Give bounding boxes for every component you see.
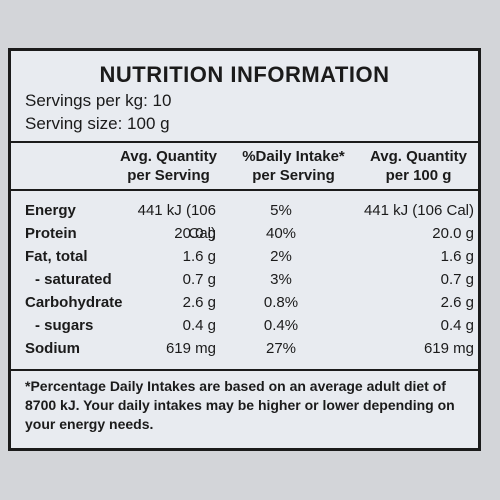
- value-daily-intake: 0.8%: [263, 294, 299, 311]
- table-row: Fat, total 1.6 g 2% 1.6 g: [11, 245, 478, 268]
- value-per-serving: 619 mg: [165, 340, 216, 357]
- table-row: - sugars 0.4 g 0.4% 0.4 g: [11, 314, 478, 337]
- value-per-100g: 0.7 g: [440, 271, 474, 288]
- daily-intake-footnote: *Percentage Daily Intakes are based on a…: [25, 378, 455, 432]
- nutrient-name: Carbohydrate: [25, 294, 123, 311]
- table-row: Carbohydrate 2.6 g 0.8% 2.6 g: [11, 291, 478, 314]
- nutrient-name: - saturated: [35, 271, 112, 288]
- nutrient-name: Protein: [25, 225, 77, 242]
- value-daily-intake: 2%: [270, 248, 292, 265]
- nutrient-name: Energy: [25, 202, 76, 219]
- value-per-100g: 0.4 g: [440, 317, 474, 334]
- column-header-line: per Serving: [252, 167, 335, 184]
- value-daily-intake: 3%: [270, 271, 292, 288]
- column-header-line: %Daily Intake*: [242, 148, 345, 165]
- value-daily-intake: 5%: [270, 202, 292, 219]
- nutrition-panel: NUTRITION INFORMATION Servings per kg: 1…: [8, 48, 481, 451]
- table-row: Sodium 619 mg 27% 619 mg: [11, 337, 478, 360]
- divider-top: [11, 141, 478, 143]
- table-row: Protein 20.0 g 40% 20.0 g: [11, 222, 478, 245]
- table-row: Energy 441 kJ (106 Cal) 5% 441 kJ (106 C…: [11, 199, 478, 242]
- value-per-serving: 441 kJ (106 Cal): [137, 202, 216, 242]
- value-per-100g: 1.6 g: [440, 248, 474, 265]
- value-daily-intake: 40%: [265, 225, 297, 242]
- value-daily-intake: 27%: [265, 340, 297, 357]
- servings-per-kg: Servings per kg: 10: [25, 91, 172, 110]
- value-per-serving: 2.6 g: [182, 294, 216, 311]
- value-per-100g: 20.0 g: [432, 225, 474, 242]
- value-per-100g: 441 kJ (106 Cal): [363, 202, 474, 219]
- value-per-100g: 619 mg: [423, 340, 474, 357]
- nutrient-table: Energy 441 kJ (106 Cal) 5% 441 kJ (106 C…: [11, 199, 478, 360]
- divider-footnote: [11, 369, 478, 371]
- table-row: - saturated 0.7 g 3% 0.7 g: [11, 268, 478, 291]
- value-daily-intake: 0.4%: [263, 317, 299, 334]
- column-header-line: per 100 g: [385, 167, 452, 184]
- nutrient-name: - sugars: [35, 317, 94, 334]
- column-header-per-serving: Avg. Quantity per Serving: [106, 147, 231, 185]
- value-per-serving: 20.0 g: [174, 225, 216, 242]
- nutrient-name: Sodium: [25, 340, 80, 357]
- value-per-100g: 2.6 g: [440, 294, 474, 311]
- column-header-line: Avg. Quantity: [370, 148, 467, 165]
- value-per-serving: 0.4 g: [182, 317, 216, 334]
- value-per-serving: 1.6 g: [182, 248, 216, 265]
- column-header-per-100g: Avg. Quantity per 100 g: [356, 147, 481, 185]
- column-header-line: Avg. Quantity: [120, 148, 217, 165]
- divider-header: [11, 189, 478, 191]
- panel-title: NUTRITION INFORMATION: [99, 62, 390, 87]
- nutrient-name: Fat, total: [25, 248, 88, 265]
- column-header-line: per Serving: [127, 167, 210, 184]
- column-header-daily-intake: %Daily Intake* per Serving: [231, 147, 356, 185]
- value-per-serving: 0.7 g: [182, 271, 216, 288]
- serving-size: Serving size: 100 g: [25, 114, 170, 133]
